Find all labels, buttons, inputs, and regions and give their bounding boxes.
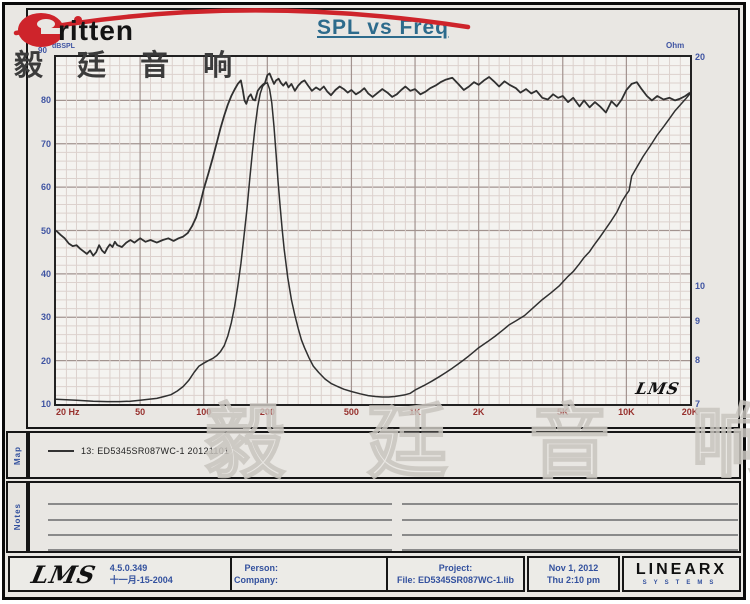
footer-project-cell: Project: File: ED5345SR087WC-1.lib bbox=[386, 556, 525, 592]
right-axis-unit-label: Ohm bbox=[666, 41, 685, 50]
x-axis-tick-1k: 1K bbox=[409, 407, 421, 417]
chart-frame bbox=[26, 8, 740, 429]
y-axis-tick-40: 40 bbox=[40, 268, 51, 279]
legend-line-swatch bbox=[48, 450, 74, 452]
map-legend-box: 13: ED5345SR087WC-1 20121101 bbox=[28, 431, 741, 479]
notes-rule-line bbox=[402, 534, 738, 536]
x-axis-tick-10k: 10K bbox=[618, 407, 635, 417]
linearx-logo: LINEARX bbox=[635, 560, 728, 578]
brand-swoosh-icon bbox=[13, 8, 471, 47]
file-label: File: ED5345SR087WC-1.lib bbox=[396, 575, 515, 585]
brand-logo-text: ritten bbox=[58, 15, 134, 46]
y-axis-tick-70: 70 bbox=[40, 138, 51, 149]
notes-rule-line bbox=[402, 549, 738, 551]
x-axis-tick-50: 50 bbox=[135, 407, 146, 417]
footer-person-cell: Person: Company: bbox=[230, 556, 388, 592]
curve-impedance bbox=[55, 82, 691, 403]
y-axis-tick-80: 80 bbox=[40, 95, 51, 106]
y-axis-tick-20: 20 bbox=[40, 355, 51, 366]
y-axis-tick-30: 30 bbox=[40, 312, 51, 323]
legend-text: 13: ED5345SR087WC-1 20121101 bbox=[81, 446, 230, 456]
footer-linearx-cell: LINEARX SYSTEMS bbox=[622, 556, 741, 592]
brand-chinese-text: 毅 廷 音 响 bbox=[14, 50, 246, 82]
notes-rule-line bbox=[48, 519, 392, 521]
x-axis-tick-500: 500 bbox=[343, 407, 359, 417]
y-axis-top-label: 90 bbox=[38, 46, 47, 55]
right-axis-tick-8: 8 bbox=[695, 354, 701, 365]
version-block: 4.5.0.349 十一月-15-2004 bbox=[110, 562, 173, 586]
project-label: Project: bbox=[438, 563, 473, 573]
notes-rule-line bbox=[402, 503, 738, 505]
x-axis-tick-5k: 5K bbox=[556, 407, 569, 417]
report-date: Nov 1, 2012 bbox=[548, 563, 599, 573]
version-number: 4.5.0.349 bbox=[109, 563, 148, 573]
notes-section-label: Notes bbox=[6, 481, 28, 553]
footer-date-cell: Nov 1, 2012 Thu 2:10 pm bbox=[527, 556, 620, 592]
right-axis-tick-20: 20 bbox=[695, 52, 706, 62]
notes-rule-line bbox=[402, 519, 738, 521]
footer-lms-cell: LMS 4.5.0.349 十一月-15-2004 bbox=[8, 556, 232, 592]
version-date: 十一月-15-2004 bbox=[109, 575, 173, 585]
y-axis-tick-10: 10 bbox=[40, 399, 51, 409]
y-axis-tick-60: 60 bbox=[40, 182, 51, 193]
x-axis-tick-100: 100 bbox=[196, 407, 212, 417]
report-time: Thu 2:10 pm bbox=[546, 575, 600, 585]
right-axis-tick-10: 10 bbox=[695, 281, 706, 292]
notes-rule-line bbox=[48, 503, 392, 505]
linearx-systems-text: SYSTEMS bbox=[642, 579, 721, 586]
y-axis-unit-label: dBSPL bbox=[52, 43, 75, 50]
curve-spl bbox=[55, 72, 691, 257]
x-axis-tick-2k: 2K bbox=[472, 407, 485, 417]
y-axis-tick-50: 50 bbox=[40, 225, 51, 236]
lms-footer-logo: LMS bbox=[28, 559, 99, 589]
person-label: Person: bbox=[244, 563, 278, 573]
x-axis-tick-200: 200 bbox=[259, 407, 275, 417]
notes-rule-line bbox=[48, 549, 392, 551]
right-axis-tick-7: 7 bbox=[695, 399, 701, 409]
company-label: Company: bbox=[233, 575, 278, 585]
map-section-label: Map bbox=[6, 431, 28, 479]
x-axis-tick-20-hz: 20 Hz bbox=[56, 407, 80, 417]
right-axis-tick-9: 9 bbox=[695, 315, 701, 326]
spl-vs-freq-chart bbox=[54, 55, 692, 406]
chart-canvas bbox=[55, 57, 691, 404]
notes-rule-line bbox=[48, 534, 392, 536]
legend-row: 13: ED5345SR087WC-1 20121101 bbox=[48, 446, 229, 456]
x-axis-tick-20k: 20K bbox=[681, 407, 699, 417]
notes-box bbox=[28, 481, 741, 553]
watermark-text: 毅 廷 音 响 bbox=[204, 397, 750, 488]
